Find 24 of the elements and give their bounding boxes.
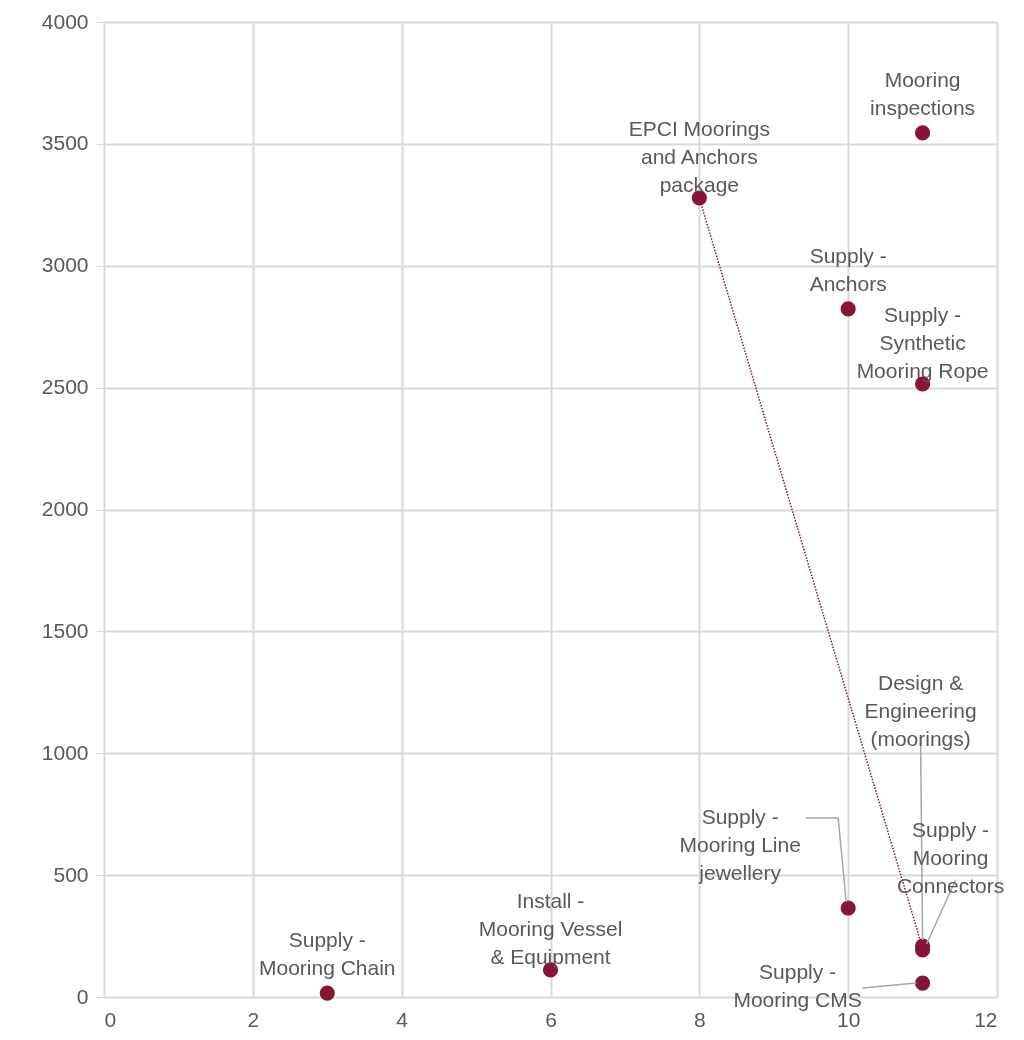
y-tick-label: 2500 (41, 375, 89, 399)
annotation: Supply - Mooring Connectors (896, 817, 1005, 897)
y-tick-label: 3000 (41, 253, 89, 277)
x-tick-label: 12 (974, 1007, 998, 1031)
y-tick-label: 1500 (41, 618, 89, 642)
annotation: EPCI Moorings and Anchors package (628, 116, 770, 196)
y-tick-label: 4000 (41, 9, 89, 33)
annotation: Supply - Anchors (809, 243, 887, 295)
x-tick-label: 2 (247, 1007, 260, 1031)
x-tick-label: 4 (396, 1007, 409, 1031)
y-tick-label: 0 (76, 984, 89, 1008)
y-tick-label: 2000 (41, 497, 89, 520)
annotation: Install - Mooring Vessel & Equipment (478, 888, 623, 968)
annotation: Supply - Mooring Chain (258, 928, 396, 980)
x-tick-label: 0 (104, 1007, 117, 1031)
annotation: Design & Engineering (moorings) (864, 671, 977, 751)
x-tick-label: 6 (545, 1007, 557, 1031)
x-tick-label: 8 (693, 1007, 706, 1031)
annotation: Supply - Synthetic Mooring Rope (856, 302, 989, 382)
annotation: Mooring inspections (870, 67, 976, 119)
y-tick-label: 500 (53, 862, 89, 886)
y-tick-label: 3500 (41, 131, 89, 155)
annotation: Supply - Mooring Line jewellery (679, 805, 801, 885)
y-tick-label: 1000 (41, 740, 89, 764)
